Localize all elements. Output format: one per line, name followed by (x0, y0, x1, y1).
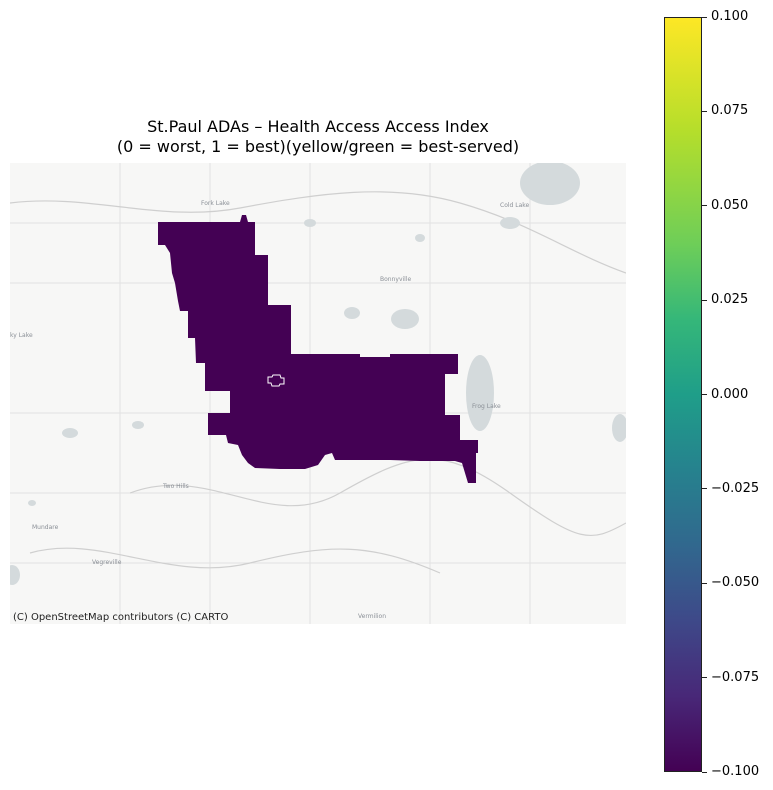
place-label: ky Lake (10, 332, 33, 339)
colorbar (664, 17, 702, 772)
colorbar-tick-label: −0.100 (711, 764, 760, 779)
map-title-line2: (0 = worst, 1 = best)(yellow/green = bes… (116, 137, 520, 156)
colorbar-tick (702, 771, 707, 773)
colorbar-tick-label: 0.100 (711, 9, 749, 24)
map-panel[interactable]: Fork Lake Cold Lake Bonnyville Frog Lake… (10, 163, 626, 624)
place-label: Cold Lake (500, 202, 530, 209)
place-label: Vegreville (92, 559, 122, 566)
colorbar-tick (702, 16, 707, 18)
colorbar-tick-label: −0.025 (711, 480, 760, 496)
place-label: Two Hills (163, 483, 189, 490)
colorbar-tick (702, 110, 707, 112)
colorbar-tick (702, 299, 707, 301)
colorbar-tick (702, 582, 707, 584)
colorbar-tick-label: 0.000 (711, 386, 749, 402)
colorbar-tick-label: 0.050 (711, 197, 749, 213)
city-outline (267, 374, 285, 387)
colorbar-tick-label: −0.075 (711, 669, 760, 685)
place-label: Vermilion (358, 613, 387, 620)
map-attribution: (C) OpenStreetMap contributors (C) CARTO (13, 612, 229, 623)
colorbar-tick-label: 0.075 (711, 103, 749, 119)
colorbar-tick (702, 205, 707, 207)
colorbar-tick (702, 488, 707, 490)
colorbar-tick-label: 0.025 (711, 292, 749, 308)
place-label: Bonnyville (380, 276, 412, 283)
river-lines (10, 191, 626, 574)
ada-region (158, 215, 478, 483)
colorbar-tick-label: −0.050 (711, 575, 760, 591)
map-title-line1: St.Paul ADAs – Health Access Access Inde… (147, 117, 489, 136)
place-label: Fork Lake (201, 200, 230, 207)
colorbar-tick (702, 394, 707, 395)
place-label: Mundare (32, 524, 59, 531)
map-title: St.Paul ADAs – Health Access Access Inde… (10, 117, 626, 157)
lakes (10, 163, 626, 585)
basemap (10, 163, 626, 624)
place-label: Frog Lake (472, 403, 501, 410)
colorbar-tick (702, 677, 707, 679)
